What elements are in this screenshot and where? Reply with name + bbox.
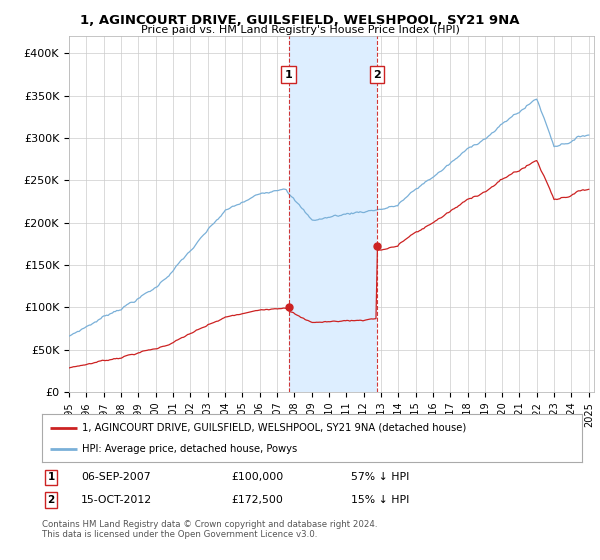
Text: 15% ↓ HPI: 15% ↓ HPI — [351, 495, 409, 505]
Text: £100,000: £100,000 — [231, 472, 283, 482]
Text: Price paid vs. HM Land Registry's House Price Index (HPI): Price paid vs. HM Land Registry's House … — [140, 25, 460, 35]
Text: 1: 1 — [285, 69, 293, 80]
Text: 1: 1 — [47, 472, 55, 482]
Point — [373, 241, 382, 250]
Text: 15-OCT-2012: 15-OCT-2012 — [81, 495, 152, 505]
Text: HPI: Average price, detached house, Powys: HPI: Average price, detached house, Powy… — [83, 444, 298, 454]
Bar — [289, 36, 377, 392]
Text: 57% ↓ HPI: 57% ↓ HPI — [351, 472, 409, 482]
Text: 1, AGINCOURT DRIVE, GUILSFIELD, WELSHPOOL, SY21 9NA: 1, AGINCOURT DRIVE, GUILSFIELD, WELSHPOO… — [80, 14, 520, 27]
Text: Contains HM Land Registry data © Crown copyright and database right 2024.: Contains HM Land Registry data © Crown c… — [42, 520, 377, 529]
Text: 2: 2 — [373, 69, 381, 80]
Point — [284, 303, 293, 312]
Text: This data is licensed under the Open Government Licence v3.0.: This data is licensed under the Open Gov… — [42, 530, 317, 539]
Text: 2: 2 — [47, 495, 55, 505]
Text: 06-SEP-2007: 06-SEP-2007 — [81, 472, 151, 482]
Text: £172,500: £172,500 — [231, 495, 283, 505]
Text: 1, AGINCOURT DRIVE, GUILSFIELD, WELSHPOOL, SY21 9NA (detached house): 1, AGINCOURT DRIVE, GUILSFIELD, WELSHPOO… — [83, 423, 467, 433]
